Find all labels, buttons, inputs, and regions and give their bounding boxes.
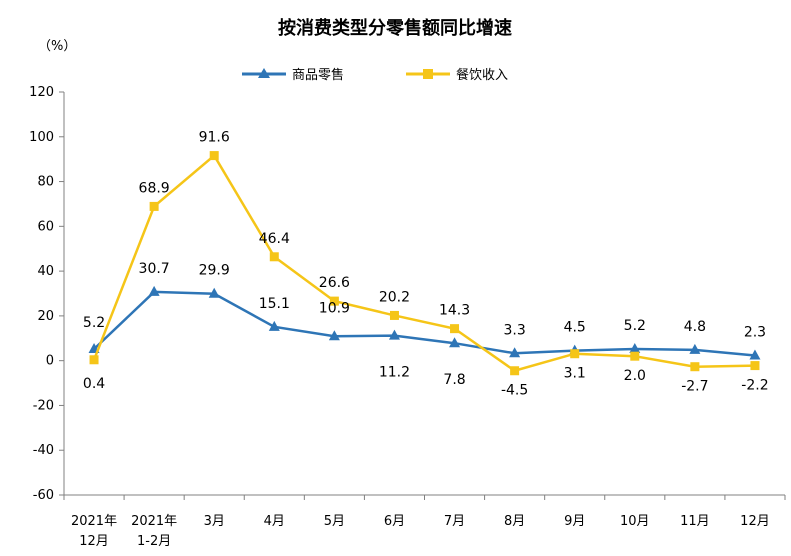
series-0-point [388,329,400,340]
y-tick-label: 40 [37,264,54,279]
series-0-point [449,337,461,348]
y-tick-label: 20 [37,309,54,324]
series-0-data-label: 5.2 [83,315,105,331]
legend-item-series-0: 商品零售 [242,67,344,83]
series-1-point [750,361,760,371]
y-tick-label: 120 [29,85,54,100]
y-tick-label: -40 [33,443,54,458]
series-1-data-label: 46.4 [259,231,290,247]
legend-label-1: 餐饮收入 [456,67,508,83]
series-0-data-label: 29.9 [199,263,230,279]
series-1-point [510,366,520,376]
series-1-point [690,362,700,372]
series-0-point [268,320,280,331]
series-0-point [509,347,521,358]
series-0-data-label: 11.2 [379,365,410,381]
series-0-data-label: 30.7 [139,261,170,277]
x-tick-label: 7月 [444,514,465,529]
y-tick-label: 100 [29,130,54,145]
legend-label-0: 商品零售 [292,67,344,83]
x-tick-label: 8月 [504,514,525,529]
x-tick-label: 5月 [324,514,345,529]
series-0-data-label: 4.5 [564,320,586,336]
series-1-data-label: 68.9 [139,180,170,196]
legend-item-series-1: 餐饮收入 [406,67,508,83]
series-1-data-label: -2.7 [681,379,708,395]
series-0-point [689,343,701,354]
series-0-point [148,285,160,296]
x-tick-label: 4月 [264,514,285,529]
series-1-point [450,324,460,334]
y-tick-label: -20 [33,398,54,413]
chart-title: 按消费类型分零售额同比增速 [278,17,512,39]
series-0-data-label: 7.8 [443,372,465,388]
x-tick-label: 2021年 [131,514,177,529]
x-tick-label: 12月 [79,534,109,549]
legend-marker-0 [258,68,270,78]
series-1-data-label: 0.4 [83,376,105,392]
legend: 商品零售 餐饮收入 [242,67,508,83]
series-0-point [629,343,641,354]
x-tick-label: 11月 [680,514,710,529]
y-tick-label: 60 [37,219,54,234]
series-0-point [749,349,761,360]
series-line-0 [93,290,756,357]
series-1-point [570,349,580,359]
series-0-data-label: 15.1 [259,296,290,312]
x-tick-label: 10月 [620,514,650,529]
x-tick-label: 6月 [384,514,405,529]
y-tick-label: 0 [46,354,54,369]
x-tick-label: 3月 [204,514,225,529]
y-tick-label: 80 [37,175,54,190]
series-line-1 [92,153,755,373]
series-1-point [329,296,339,306]
series-0-data-label: 4.8 [684,319,706,335]
x-tick-label: 12月 [740,514,770,529]
series-1-data-label: 91.6 [199,130,230,146]
series-1-point [630,351,640,361]
series-1-data-label: -2.2 [741,378,768,394]
series-1-data-label: -4.5 [501,383,528,399]
series-1-point [209,151,219,161]
x-tick-label: 1-2月 [137,534,171,549]
x-tick-label: 9月 [564,514,585,529]
series-0-point [328,330,340,341]
plot-area: -60 -40 -20 0 20 40 60 80 100 120 2021年 12月 2021年 1-2… [29,85,786,549]
series-1-point [389,310,399,320]
y-tick-label: -60 [33,488,54,503]
series-0-data-label: 5.2 [624,318,646,334]
y-axis-unit: （%） [38,39,76,54]
x-tick-label: 2021年 [71,514,117,529]
series-1-point [89,355,99,365]
legend-marker-1 [423,69,433,79]
series-1-data-label: 14.3 [439,303,470,319]
series-0-data-label: 3.3 [503,322,525,338]
series-1-point [269,252,279,262]
series-0-data-label: 10.9 [319,300,350,316]
series-1-data-label: 2.0 [624,368,646,384]
series-1-data-label: 20.2 [379,289,410,305]
series-0-point [208,287,220,298]
series-1-data-label: 26.6 [319,275,350,291]
series-0-data-label: 2.3 [744,325,766,341]
series-1-data-label: 3.1 [564,366,586,382]
series-1-point [149,201,159,211]
